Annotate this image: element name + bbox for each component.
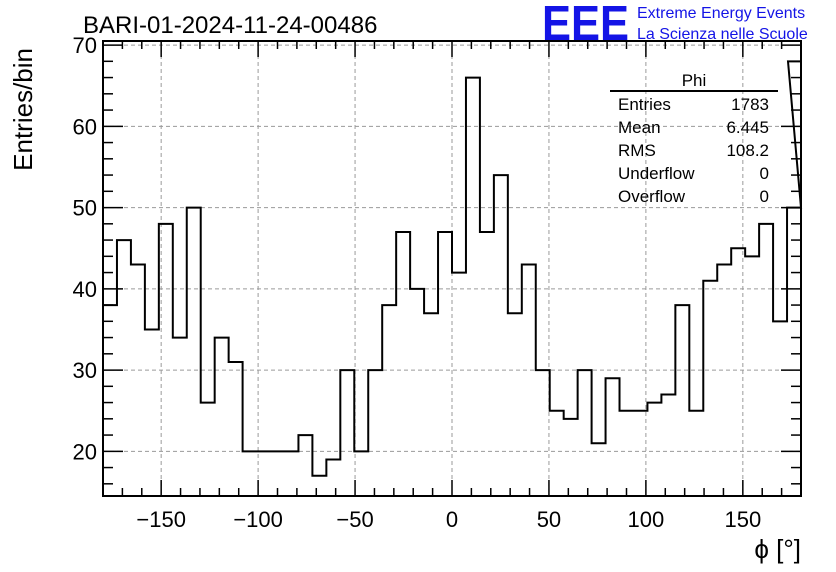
x-tick-label: −150 (136, 507, 186, 532)
y-tick-label: 60 (73, 114, 97, 139)
logo-line-2: La Scienza nelle Scuole (637, 26, 808, 43)
x-axis-label: ϕ [°] (754, 534, 801, 564)
plot-frame (102, 40, 802, 497)
chart-title: BARI-01-2024-11-24-00486 (83, 12, 377, 39)
tick-marks (102, 41, 802, 496)
histogram-line (103, 60, 803, 477)
stats-value: 1783 (731, 95, 769, 114)
y-tick-label: 70 (73, 33, 97, 58)
logo: EEE Extreme Energy Events La Scienza nel… (542, 0, 808, 51)
logo-line-1: Extreme Energy Events (637, 5, 805, 22)
stats-value: 0 (760, 164, 769, 183)
tick-labels: −150 −100 −50 0 50 100 150 20 30 40 50 60 70 (73, 33, 762, 532)
y-tick-label: 30 (73, 358, 97, 383)
x-tick-label: 50 (537, 507, 561, 532)
x-tick-label: 150 (724, 507, 761, 532)
x-tick-label: 0 (446, 507, 458, 532)
stats-label: Underflow (618, 164, 695, 183)
x-tick-label: −50 (336, 507, 373, 532)
x-tick-label: −100 (233, 507, 283, 532)
stats-label: Entries (618, 95, 671, 114)
stats-value: 6.445 (726, 118, 769, 137)
logo-mark: EEE (542, 0, 629, 51)
stats-label: RMS (618, 141, 656, 160)
y-axis-label: Entries/bin (8, 48, 38, 171)
stats-label: Mean (618, 118, 661, 137)
y-tick-label: 40 (73, 277, 97, 302)
y-tick-label: 50 (73, 196, 97, 221)
stats-label: Overflow (618, 187, 686, 206)
stats-value: 0 (760, 187, 769, 206)
stats-title: Phi (682, 71, 707, 90)
x-tick-label: 100 (628, 507, 665, 532)
y-tick-label: 20 (73, 439, 97, 464)
stats-box: Phi Entries 1783 Mean 6.445 RMS 108.2 Underflo… (610, 71, 778, 206)
stats-rows: Entries 1783 Mean 6.445 RMS 108.2 Underflow 0 Ov… (618, 95, 769, 206)
stats-value: 108.2 (726, 141, 769, 160)
